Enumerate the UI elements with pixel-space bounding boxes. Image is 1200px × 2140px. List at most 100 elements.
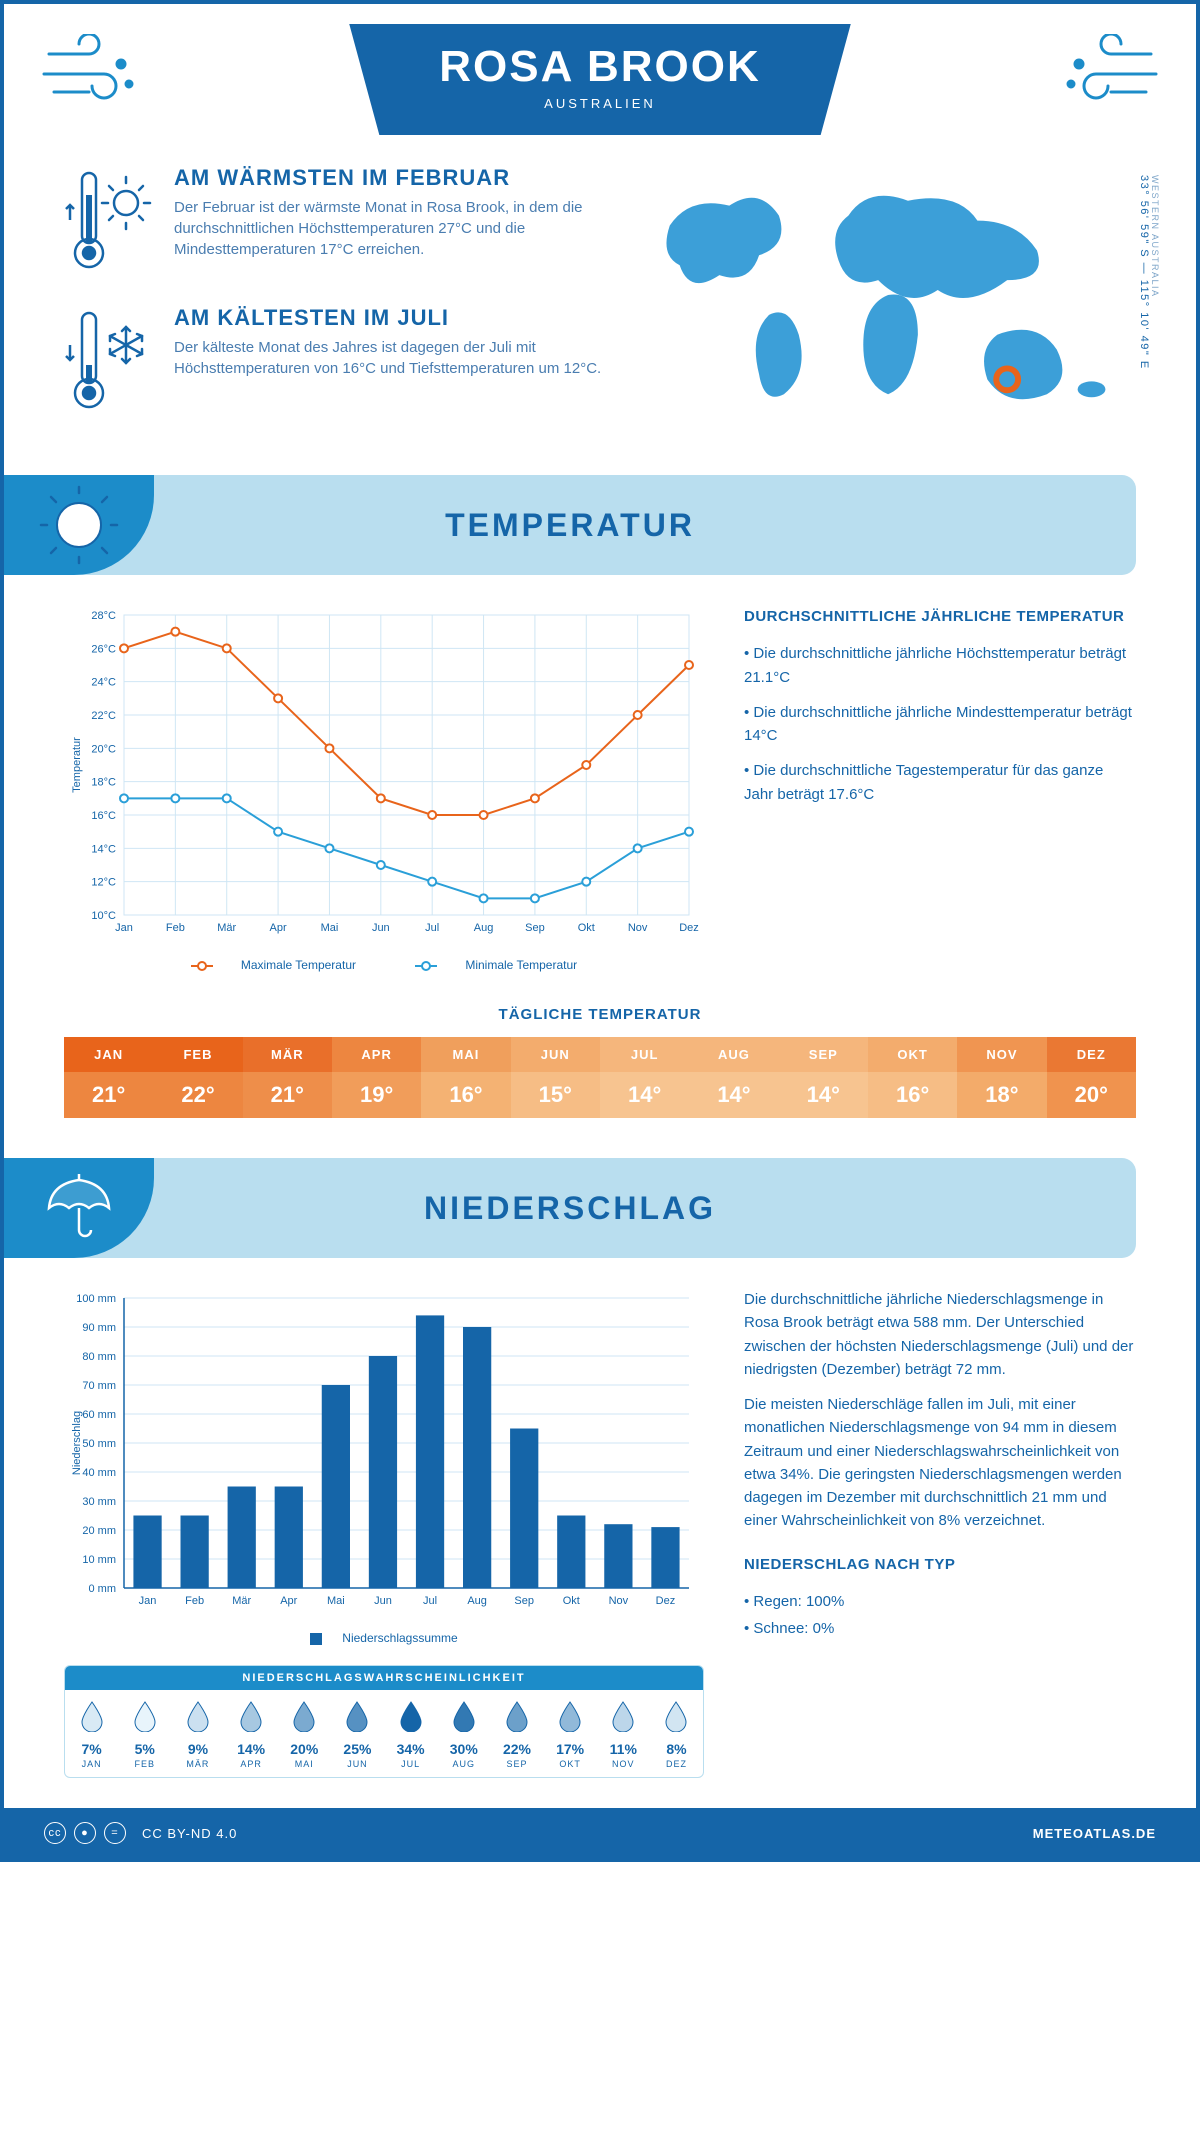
temp-summary-item: • Die durchschnittliche jährliche Mindes… [744,701,1136,748]
svg-text:Nov: Nov [628,922,648,934]
temp-value-cell: 14° [600,1072,689,1118]
fact-cold-title: AM KÄLTESTEN IM JULI [174,305,610,331]
precip-prob-cell: 9%MÄR [171,1690,224,1777]
month-header: SEP [779,1037,868,1072]
page-title: ROSA BROOK [439,42,761,92]
svg-text:Apr: Apr [280,1595,297,1607]
precip-prob-cell: 11%NOV [597,1690,650,1777]
svg-text:Nov: Nov [609,1595,629,1607]
lat-label: 33° 56' 59" S [1138,175,1150,258]
intro-section: AM WÄRMSTEN IM FEBRUAR Der Februar ist d… [4,145,1196,475]
legend-min: Minimale Temperatur [465,958,577,972]
svg-text:Sep: Sep [514,1595,534,1607]
legend-precip: Niederschlagssumme [342,1631,457,1645]
svg-text:Jun: Jun [374,1595,392,1607]
month-header: FEB [153,1037,242,1072]
license-block: cc ● = CC BY-ND 4.0 [44,1822,237,1844]
svg-text:Aug: Aug [467,1595,487,1607]
svg-text:70 mm: 70 mm [82,1380,116,1392]
temp-value-cell: 22° [153,1072,242,1118]
drop-icon [504,1700,530,1732]
section-title-precip: NIEDERSCHLAG [424,1190,716,1227]
by-icon: ● [74,1822,96,1844]
svg-text:20 mm: 20 mm [82,1525,116,1537]
title-ribbon: ROSA BROOK AUSTRALIEN [349,24,851,135]
fact-cold-text: Der kälteste Monat des Jahres ist dagege… [174,337,610,379]
svg-text:Mai: Mai [327,1595,345,1607]
temperature-line-chart: 10°C12°C14°C16°C18°C20°C22°C24°C26°C28°C… [64,605,704,945]
svg-text:Aug: Aug [474,922,494,934]
wind-icon-right [1051,34,1161,114]
precip-prob-cell: 20%MAI [278,1690,331,1777]
svg-text:Sep: Sep [525,922,545,934]
svg-text:90 mm: 90 mm [82,1322,116,1334]
temp-content: 10°C12°C14°C16°C18°C20°C22°C24°C26°C28°C… [4,575,1196,1002]
month-header: APR [332,1037,421,1072]
drop-icon [663,1700,689,1732]
precip-summary: Die durchschnittliche jährliche Niedersc… [744,1288,1136,1778]
temp-value-cell: 21° [64,1072,153,1118]
svg-text:26°C: 26°C [91,643,116,655]
month-header: DEZ [1047,1037,1136,1072]
precip-prob-cell: 22%SEP [490,1690,543,1777]
nd-icon: = [104,1822,126,1844]
drop-icon [238,1700,264,1732]
precip-prob-cell: 17%OKT [544,1690,597,1777]
page-frame: ROSA BROOK AUSTRALIEN AM WÄRMSTEN IM FEB… [0,0,1200,1862]
umbrella-banner-icon [4,1158,154,1258]
svg-text:Niederschlag: Niederschlag [71,1411,83,1475]
section-banner-temp: TEMPERATUR [4,475,1136,575]
precip-prob-cell: 14%APR [225,1690,278,1777]
fact-warm-text: Der Februar ist der wärmste Monat in Ros… [174,197,610,260]
drop-icon [344,1700,370,1732]
precip-prob-cell: 34%JUL [384,1690,437,1777]
temp-summary-item: • Die durchschnittliche jährliche Höchst… [744,642,1136,689]
month-header: MÄR [243,1037,332,1072]
precip-prob-cell: 25%JUN [331,1690,384,1777]
svg-text:20°C: 20°C [91,743,116,755]
svg-text:60 mm: 60 mm [82,1409,116,1421]
svg-text:Jul: Jul [425,922,439,934]
page-subtitle: AUSTRALIEN [439,96,761,111]
precip-type-title: NIEDERSCHLAG NACH TYP [744,1553,1136,1576]
section-title-temp: TEMPERATUR [445,507,695,544]
section-banner-precip: NIEDERSCHLAG [4,1158,1136,1258]
cc-icon: cc [44,1822,66,1844]
svg-text:Mär: Mär [232,1595,251,1607]
precip-prob-cell: 30%AUG [437,1690,490,1777]
precip-prob-title: NIEDERSCHLAGSWAHRSCHEINLICHKEIT [65,1666,703,1690]
svg-text:0 mm: 0 mm [89,1583,117,1595]
svg-text:Temperatur: Temperatur [71,737,83,793]
daily-temp-title: TÄGLICHE TEMPERATUR [4,1006,1196,1023]
svg-text:10 mm: 10 mm [82,1554,116,1566]
month-header: JUN [511,1037,600,1072]
precipitation-bar-chart: 0 mm10 mm20 mm30 mm40 mm50 mm60 mm70 mm8… [64,1288,704,1618]
precip-content: 0 mm10 mm20 mm30 mm40 mm50 mm60 mm70 mm8… [4,1258,1196,1808]
month-header: NOV [957,1037,1046,1072]
precip-probability-strip: NIEDERSCHLAGSWAHRSCHEINLICHKEIT 7%JAN5%F… [64,1665,704,1778]
temp-value-cell: 15° [511,1072,600,1118]
sun-banner-icon [4,475,154,575]
header: ROSA BROOK AUSTRALIEN [4,4,1196,145]
precip-para-2: Die meisten Niederschläge fallen im Juli… [744,1393,1136,1533]
svg-text:100 mm: 100 mm [76,1293,116,1305]
month-header: JUL [600,1037,689,1072]
drop-icon [451,1700,477,1732]
temp-value-cell: 14° [779,1072,868,1118]
temp-value-cell: 16° [421,1072,510,1118]
drop-icon [291,1700,317,1732]
svg-text:24°C: 24°C [91,677,116,689]
svg-text:10°C: 10°C [91,910,116,922]
license-text: CC BY-ND 4.0 [142,1826,237,1841]
svg-text:Feb: Feb [185,1595,204,1607]
temp-value-cell: 14° [689,1072,778,1118]
temp-legend: Maximale Temperatur Minimale Temperatur [64,958,704,972]
svg-text:Jan: Jan [115,922,133,934]
temp-summary-title: DURCHSCHNITTLICHE JÄHRLICHE TEMPERATUR [744,605,1136,628]
fact-coldest: AM KÄLTESTEN IM JULI Der kälteste Monat … [64,305,610,415]
drop-icon [557,1700,583,1732]
fact-warmest: AM WÄRMSTEN IM FEBRUAR Der Februar ist d… [64,165,610,275]
precip-prob-cell: 5%FEB [118,1690,171,1777]
temp-summary: DURCHSCHNITTLICHE JÄHRLICHE TEMPERATUR •… [744,605,1136,972]
footer: cc ● = CC BY-ND 4.0 METEOATLAS.DE [4,1808,1196,1858]
